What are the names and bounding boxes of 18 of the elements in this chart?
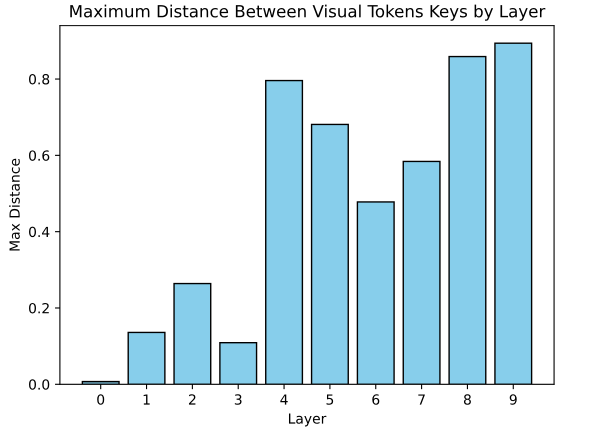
y-tick-label: 0.8: [29, 74, 50, 85]
y-tick-label: 0.4: [29, 226, 50, 238]
y-tick-label: 0.2: [29, 302, 49, 314]
x-tick-label: 1: [144, 394, 150, 405]
y-tick-label: 0.0: [29, 379, 50, 390]
x-axis-title: Layer: [288, 413, 326, 426]
x-tick-label: 4: [280, 394, 288, 405]
x-tick-label: 7: [418, 394, 425, 405]
x-tick-label: 8: [464, 394, 471, 405]
x-tick-label: 0: [97, 394, 104, 405]
y-axis-title: Max Distance: [9, 158, 20, 251]
x-tick-label: 6: [372, 394, 380, 405]
x-tick-label: 9: [510, 394, 517, 405]
x-tick-label: 3: [234, 394, 242, 405]
x-tick-label: 5: [326, 394, 334, 405]
chart-title: Maximum Distance Between Visual Tokens Keys by Layer: [70, 4, 546, 21]
y-tick-label: 0.6: [29, 150, 50, 161]
x-tick-label: 2: [188, 394, 196, 405]
